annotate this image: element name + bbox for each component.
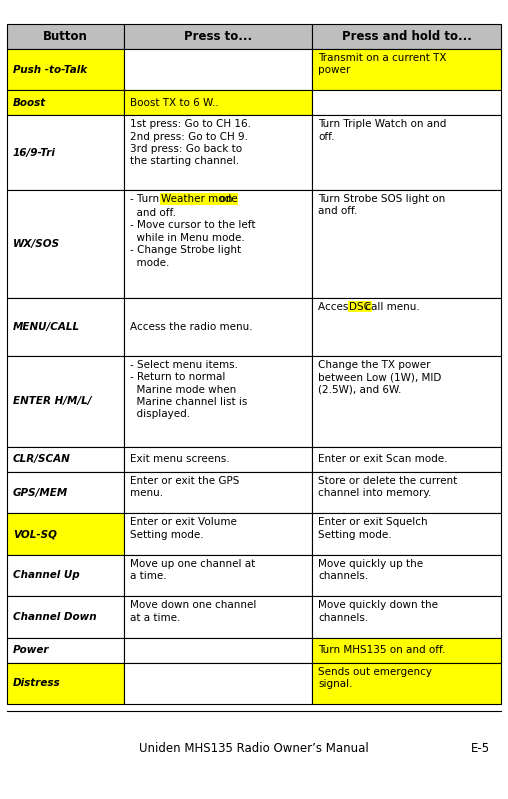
- Bar: [7, 662, 124, 704]
- Text: Move down one channel
at a time.: Move down one channel at a time.: [130, 600, 257, 622]
- Text: CLR/SCAN: CLR/SCAN: [13, 455, 71, 464]
- Text: on: on: [213, 194, 232, 204]
- Text: Exit menu screens.: Exit menu screens.: [130, 455, 230, 464]
- Bar: [124, 190, 312, 298]
- Bar: [312, 115, 501, 190]
- Text: Weather mode: Weather mode: [161, 194, 237, 204]
- Bar: [124, 356, 312, 447]
- Text: Turn MHS135 on and off.: Turn MHS135 on and off.: [319, 645, 446, 655]
- Text: Transmit on a current TX
power: Transmit on a current TX power: [319, 53, 447, 75]
- Text: 1st press: Go to CH 16.
2nd press: Go to CH 9.
3rd press: Go back to
the startin: 1st press: Go to CH 16. 2nd press: Go to…: [130, 119, 251, 166]
- Text: and off.
- Move cursor to the left
  while in Menu mode.
- Change Strobe light
 : and off. - Move cursor to the left while…: [130, 208, 256, 268]
- Bar: [312, 90, 501, 115]
- Text: Channel Down: Channel Down: [13, 612, 97, 622]
- Bar: [7, 356, 124, 447]
- Bar: [7, 49, 124, 90]
- Bar: [312, 447, 501, 471]
- Text: Enter or exit Scan mode.: Enter or exit Scan mode.: [319, 455, 448, 464]
- Text: GPS/MEM: GPS/MEM: [13, 487, 68, 498]
- Bar: [124, 49, 312, 90]
- Bar: [124, 115, 312, 190]
- Bar: [312, 638, 501, 662]
- Bar: [7, 471, 124, 513]
- Bar: [124, 24, 312, 49]
- Text: Move quickly down the
channels.: Move quickly down the channels.: [319, 600, 438, 622]
- Text: Push -to-Talk: Push -to-Talk: [13, 65, 87, 74]
- Bar: [312, 49, 501, 90]
- Text: - Turn: - Turn: [130, 194, 163, 204]
- Bar: [312, 596, 501, 638]
- Text: Power: Power: [13, 645, 49, 655]
- Text: DSC: DSC: [348, 302, 371, 312]
- Text: Press to...: Press to...: [184, 30, 252, 43]
- Bar: [7, 447, 124, 471]
- Bar: [7, 555, 124, 596]
- Text: Move up one channel at
a time.: Move up one channel at a time.: [130, 559, 256, 581]
- Bar: [124, 596, 312, 638]
- Text: Distress: Distress: [13, 678, 60, 688]
- Bar: [7, 638, 124, 662]
- Bar: [124, 90, 312, 115]
- Text: Move quickly up the
channels.: Move quickly up the channels.: [319, 559, 423, 581]
- Text: Enter or exit Volume
Setting mode.: Enter or exit Volume Setting mode.: [130, 517, 237, 539]
- Text: Access: Access: [319, 302, 358, 312]
- Text: Press and hold to...: Press and hold to...: [342, 30, 471, 43]
- Text: VOL-SQ: VOL-SQ: [13, 529, 57, 539]
- Text: Channel Up: Channel Up: [13, 570, 80, 580]
- Bar: [312, 24, 501, 49]
- Text: Store or delete the current
channel into memory.: Store or delete the current channel into…: [319, 476, 458, 499]
- Bar: [312, 356, 501, 447]
- Text: Enter or exit the GPS
menu.: Enter or exit the GPS menu.: [130, 476, 239, 499]
- Text: Enter or exit Squelch
Setting mode.: Enter or exit Squelch Setting mode.: [319, 517, 428, 539]
- Bar: [7, 596, 124, 638]
- Bar: [312, 190, 501, 298]
- Bar: [124, 298, 312, 356]
- Bar: [312, 298, 501, 356]
- Bar: [7, 298, 124, 356]
- Text: Sends out emergency
signal.: Sends out emergency signal.: [319, 666, 432, 689]
- Bar: [7, 190, 124, 298]
- Bar: [312, 471, 501, 513]
- Text: Button: Button: [43, 30, 88, 43]
- Text: Boost: Boost: [13, 97, 46, 108]
- Text: WX/SOS: WX/SOS: [13, 239, 60, 248]
- Bar: [124, 638, 312, 662]
- Bar: [7, 513, 124, 555]
- Text: Access the radio menu.: Access the radio menu.: [130, 322, 252, 332]
- Bar: [124, 513, 312, 555]
- Bar: [124, 447, 312, 471]
- Text: Boost TX to 6 W..: Boost TX to 6 W..: [130, 97, 219, 108]
- Text: MENU/CALL: MENU/CALL: [13, 322, 80, 332]
- Text: Turn Triple Watch on and
off.: Turn Triple Watch on and off.: [319, 119, 447, 141]
- Text: - Select menu items.
- Return to normal
  Marine mode when
  Marine channel list: - Select menu items. - Return to normal …: [130, 360, 247, 419]
- Bar: [7, 24, 124, 49]
- Bar: [312, 555, 501, 596]
- Bar: [124, 555, 312, 596]
- Text: E-5: E-5: [471, 742, 490, 756]
- Text: ENTER H/M/L/: ENTER H/M/L/: [13, 396, 91, 407]
- Text: Turn Strobe SOS light on
and off.: Turn Strobe SOS light on and off.: [319, 194, 446, 217]
- Text: Change the TX power
between Low (1W), MID
(2.5W), and 6W.: Change the TX power between Low (1W), MI…: [319, 360, 441, 395]
- Bar: [124, 662, 312, 704]
- Text: call menu.: call menu.: [362, 302, 420, 312]
- Text: 16/9-Tri: 16/9-Tri: [13, 148, 56, 157]
- Bar: [312, 513, 501, 555]
- Text: Uniden MHS135 Radio Owner’s Manual: Uniden MHS135 Radio Owner’s Manual: [139, 742, 369, 756]
- Bar: [7, 115, 124, 190]
- Bar: [7, 90, 124, 115]
- Bar: [312, 662, 501, 704]
- Bar: [124, 471, 312, 513]
